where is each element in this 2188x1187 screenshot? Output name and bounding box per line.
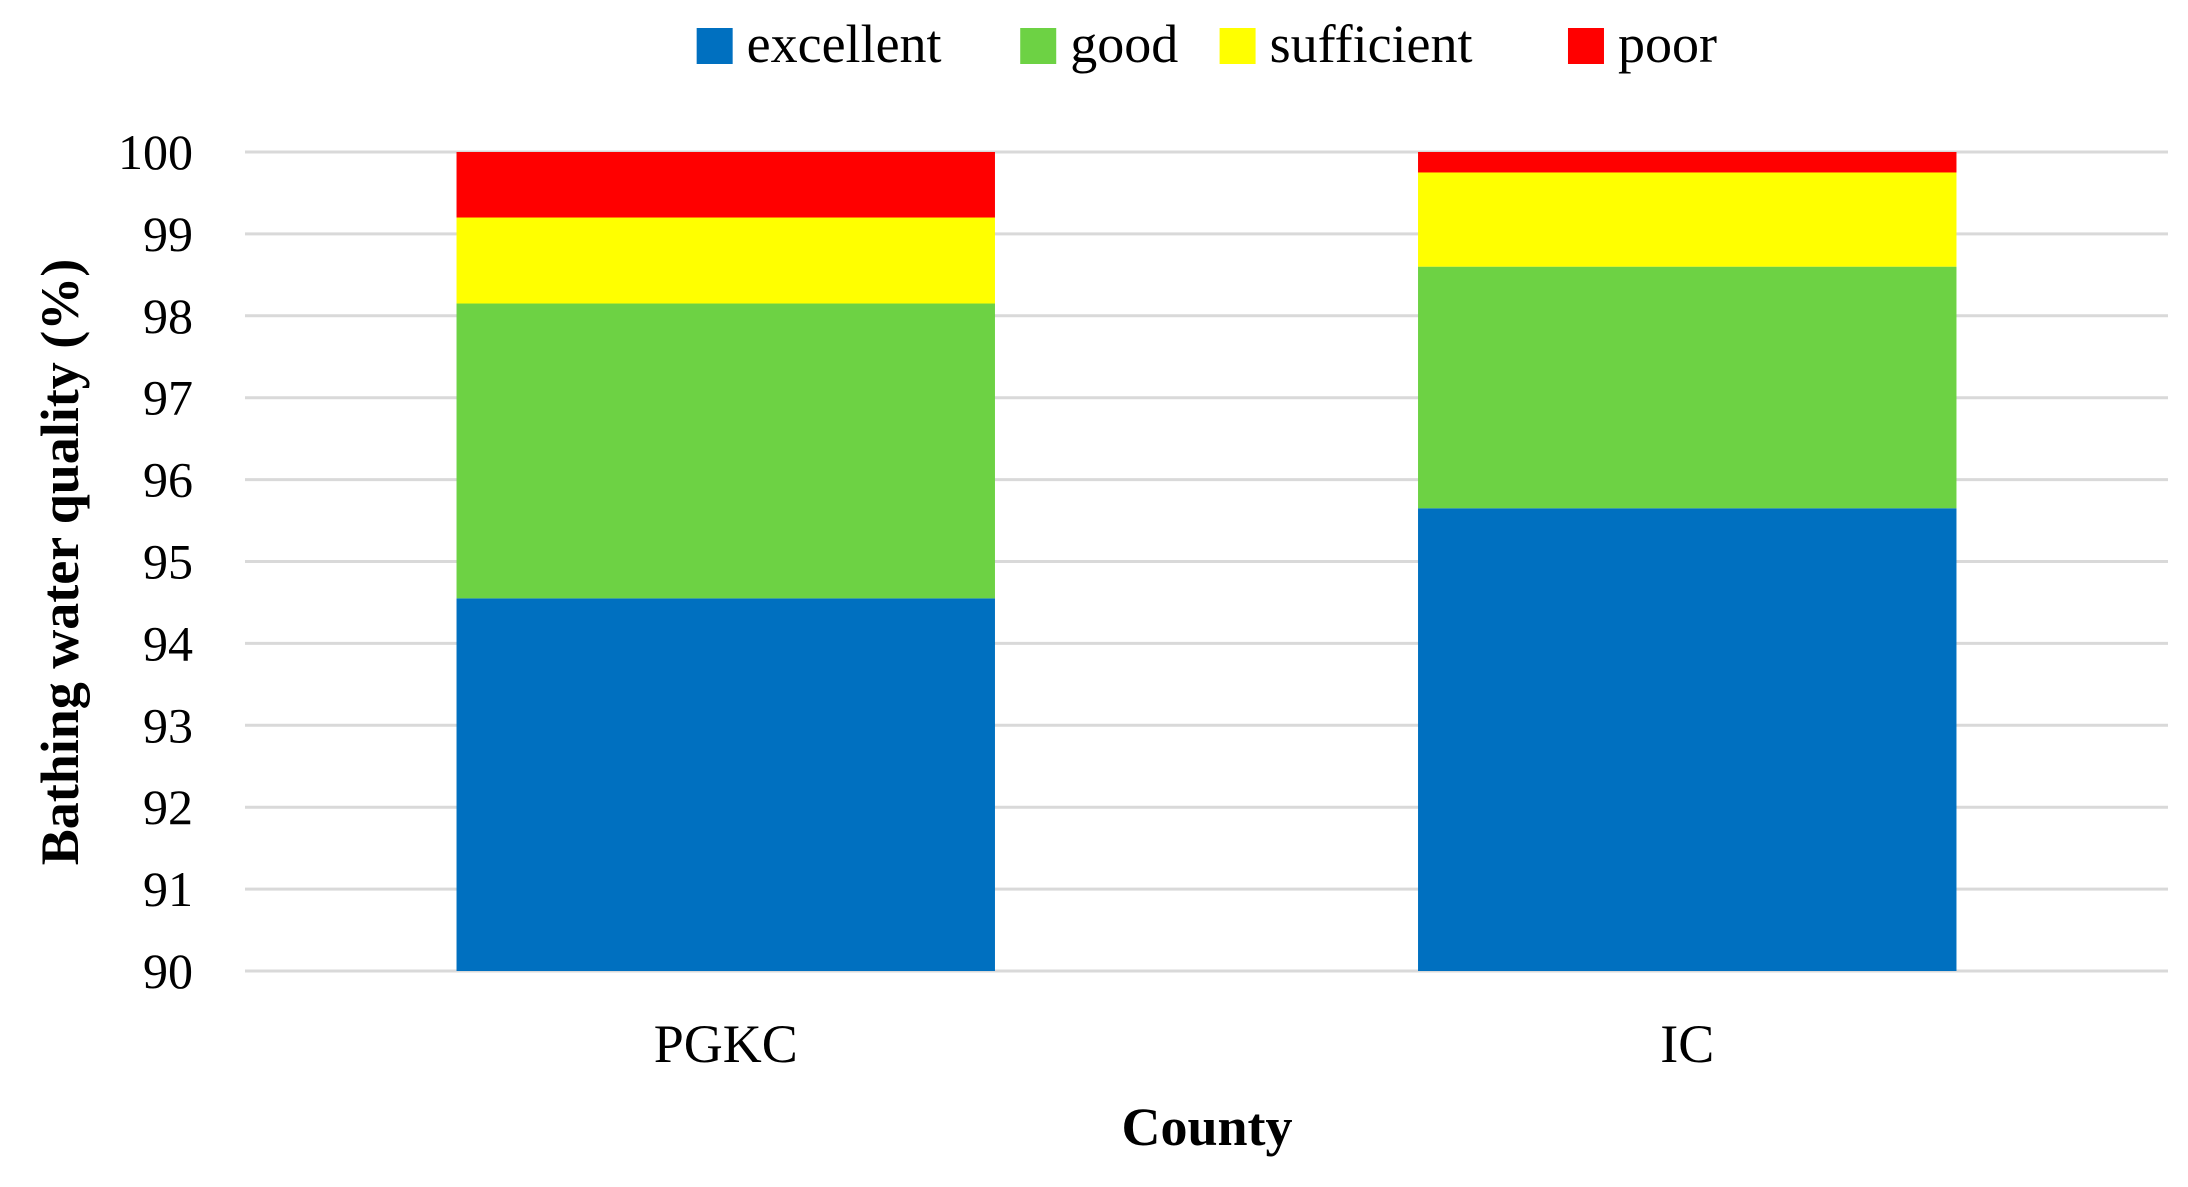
y-tick-label: 98 [143, 288, 193, 344]
legend-swatch [1020, 28, 1057, 64]
legend-label: poor [1618, 14, 1717, 74]
y-tick-label: 95 [143, 534, 193, 590]
x-axis-title: County [1121, 1097, 1292, 1157]
y-tick-label: 90 [143, 943, 193, 999]
bar-segment-excellent-pgkc [456, 598, 995, 971]
legend-label: sufficient [1270, 14, 1473, 74]
y-tick-label: 92 [143, 779, 193, 835]
y-tick-label: 100 [118, 124, 193, 180]
bar-segment-good-ic [1418, 266, 1957, 509]
y-tick-label: 91 [143, 861, 193, 917]
y-tick-label: 93 [143, 697, 193, 753]
x-category-label: PGKC [654, 1014, 798, 1074]
bar-segment-sufficient-ic [1418, 172, 1957, 267]
bar-segment-poor-pgkc [456, 152, 995, 218]
legend-item-poor: poor [1567, 14, 1717, 74]
legend-item-excellent: excellent [696, 14, 942, 74]
legend-item-good: good [1020, 14, 1178, 74]
x-category-label: IC [1660, 1014, 1714, 1074]
legend: excellent good sufficient poor [696, 14, 1717, 74]
y-tick-label: 99 [143, 206, 193, 262]
legend-label: good [1070, 14, 1178, 74]
y-tick-label: 97 [143, 370, 193, 426]
bar-segment-sufficient-pgkc [456, 217, 995, 304]
y-axis-ticks: 90 91 92 93 94 95 96 97 98 99 100 [118, 124, 193, 999]
legend-label: excellent [747, 14, 942, 74]
legend-swatch [1219, 28, 1256, 64]
legend-swatch [696, 28, 733, 64]
y-tick-label: 94 [143, 615, 193, 671]
bars [456, 152, 1957, 971]
y-tick-label: 96 [143, 452, 193, 508]
y-axis-title: Bathing water quality (%) [30, 259, 90, 866]
bar-segment-good-pgkc [456, 303, 995, 599]
bar-segment-poor-ic [1418, 152, 1957, 173]
legend-swatch [1567, 28, 1604, 64]
legend-item-sufficient: sufficient [1219, 14, 1473, 74]
bar-segment-excellent-ic [1418, 508, 1957, 971]
x-axis-categories: PGKC IC [654, 1014, 1715, 1074]
